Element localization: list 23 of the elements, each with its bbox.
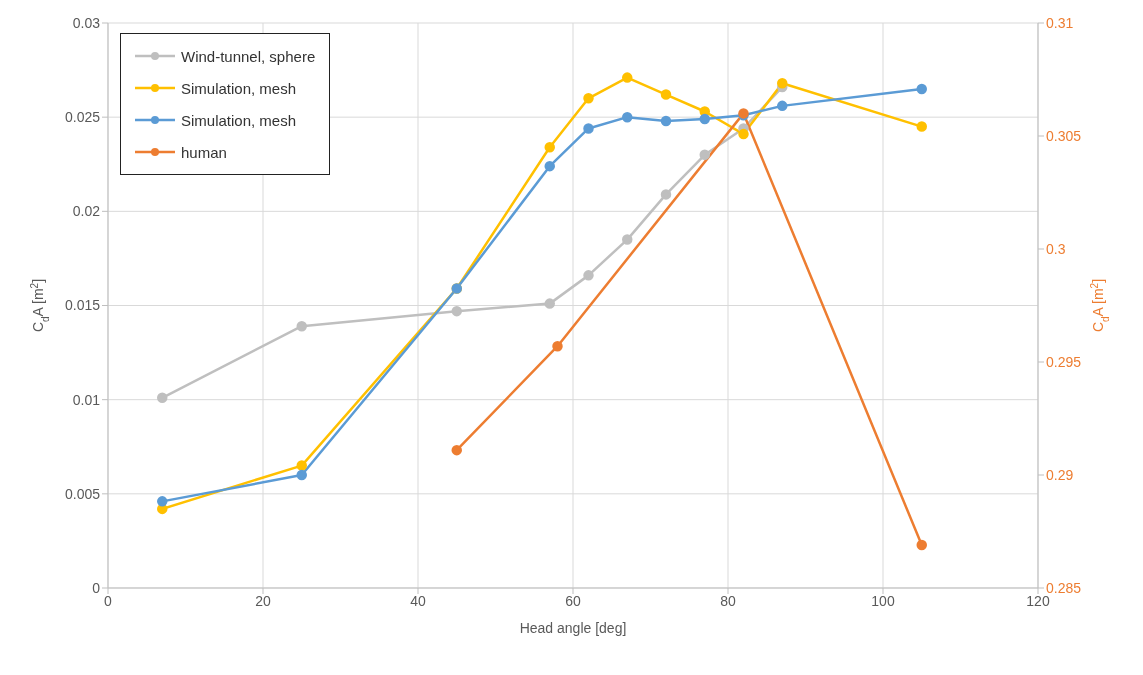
y-tick-label: 0 (92, 579, 101, 596)
legend-label: Wind-tunnel, sphere (181, 47, 316, 65)
y-tick-label: 0.01 (72, 391, 101, 408)
x-tick-label: 80 (720, 592, 736, 609)
y-tick-label: 0.02 (72, 203, 101, 220)
legend-label: human (181, 143, 227, 161)
y-tick-label: 0.03 (72, 14, 101, 31)
legend-label: Simulation, mesh (181, 79, 297, 97)
y-tick-label: 0.025 (64, 109, 101, 126)
y2-tick-label: 0.29 (1046, 466, 1074, 483)
y-tick-label: 0.015 (64, 297, 101, 314)
y2-tick-label: 0.305 (1046, 127, 1082, 144)
x-tick-label: 40 (410, 592, 426, 609)
x-axis-title: Head angle [deg] (519, 620, 627, 636)
x-tick-label: 60 (565, 592, 581, 609)
y2-tick-label: 0.3 (1046, 240, 1066, 257)
x-tick-label: 0 (104, 592, 113, 609)
y-tick-label: 0.005 (64, 485, 101, 502)
x-tick-label: 100 (871, 592, 895, 609)
y2-tick-label: 0.31 (1046, 14, 1074, 31)
y2-tick-label: 0.295 (1046, 353, 1082, 370)
legend-label: Simulation, mesh (181, 111, 297, 129)
x-tick-label: 20 (255, 592, 271, 609)
